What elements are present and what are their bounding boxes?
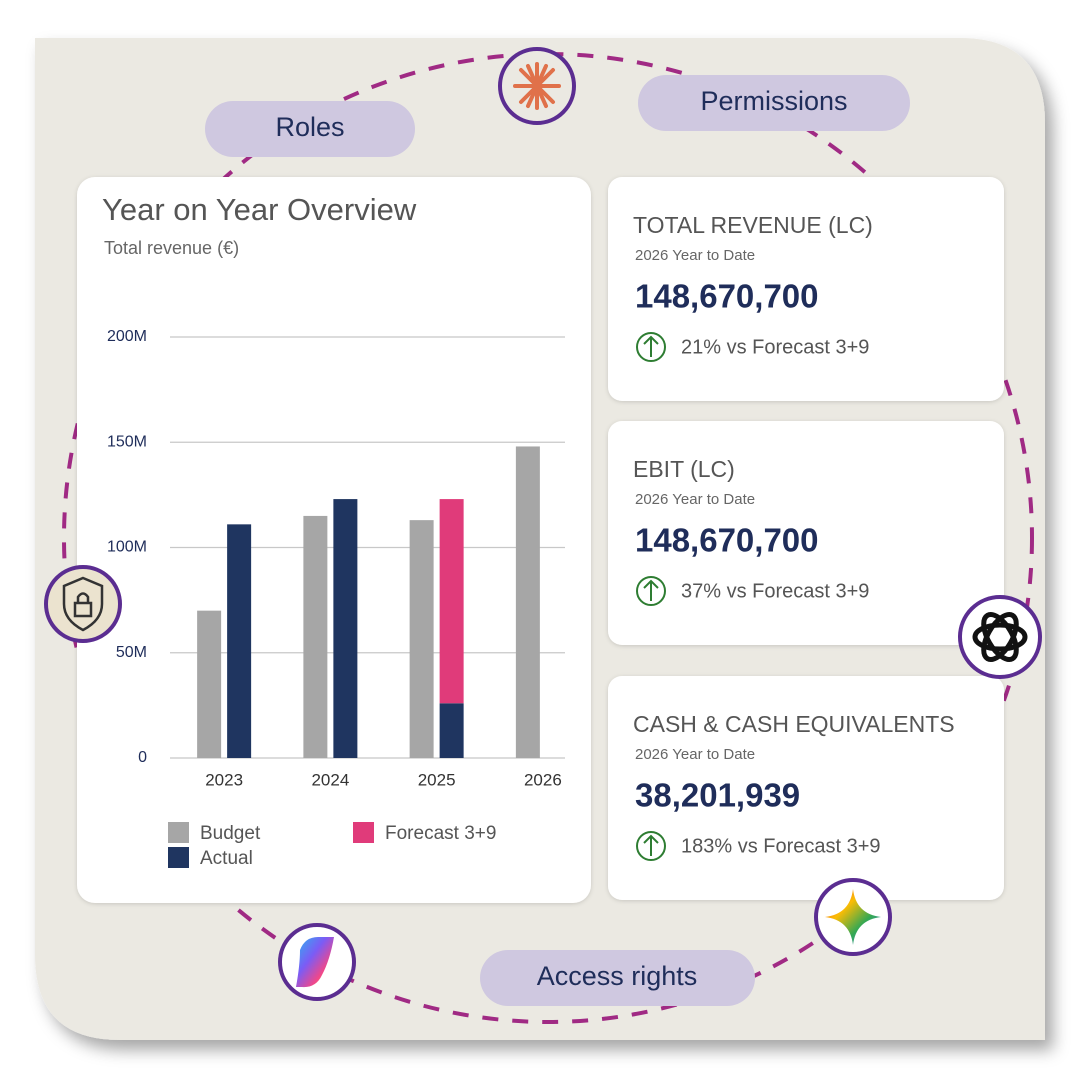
bar — [197, 610, 222, 758]
kpi-change: 37% vs Forecast 3+9 — [681, 580, 869, 602]
kpi-value: 148,670,700 — [635, 278, 819, 315]
x-tick-label: 2026 — [524, 770, 562, 789]
y-tick-label: 150M — [107, 433, 147, 450]
pill — [638, 75, 910, 131]
kpi-period: 2026 Year to Date — [635, 247, 755, 264]
legend-label: Actual — [200, 848, 253, 869]
legend-label: Budget — [200, 823, 261, 844]
x-tick-label: 2023 — [205, 770, 243, 789]
icon-openai — [958, 595, 1042, 679]
x-tick-label: 2024 — [311, 770, 349, 789]
x-tick-label: 2025 — [418, 770, 456, 789]
pill-label: Permissions — [700, 86, 847, 116]
trend-arrow — [643, 335, 659, 357]
kpi-period: 2026 Year to Date — [635, 491, 755, 508]
kpi-value: 148,670,700 — [635, 522, 819, 559]
pill-label: Roles — [275, 112, 344, 142]
kpi-change: 21% vs Forecast 3+9 — [681, 336, 869, 358]
trend-arrow — [643, 579, 659, 601]
kpi-title: CASH & CASH EQUIVALENTS — [633, 711, 955, 737]
trend-icon — [636, 831, 666, 861]
icon-copilot — [278, 923, 356, 1001]
chart-title: Year on Year Overview — [102, 192, 417, 227]
trend-icon — [636, 576, 666, 606]
legend-swatch — [353, 822, 374, 843]
bar — [227, 524, 252, 758]
kpi-list: TOTAL REVENUE (LC) 2026 Year to Date 148,6… — [608, 177, 1004, 900]
trend-arrow — [643, 834, 659, 856]
kpi-card — [608, 676, 1004, 900]
icon-shield — [44, 565, 122, 643]
bar — [333, 499, 358, 758]
pill — [480, 950, 755, 1006]
kpi-change: 183% vs Forecast 3+9 — [681, 835, 881, 857]
bar — [303, 515, 328, 758]
kpi-title: TOTAL REVENUE (LC) — [633, 212, 873, 238]
legend-swatch — [168, 847, 189, 868]
kpi-title: EBIT (LC) — [633, 456, 735, 482]
y-tick-label: 200M — [107, 328, 147, 345]
bar — [439, 703, 464, 758]
y-tick-label: 0 — [138, 749, 147, 766]
kpi-card — [608, 177, 1004, 401]
y-tick-label: 100M — [107, 539, 147, 556]
y-tick-label: 50M — [116, 644, 147, 661]
bar — [439, 499, 464, 704]
legend-swatch — [168, 822, 189, 843]
pill — [205, 101, 415, 157]
icon-spark — [498, 47, 576, 125]
trend-icon — [636, 332, 666, 362]
legend-label: Forecast 3+9 — [385, 823, 496, 844]
bar — [515, 446, 540, 758]
kpi-value: 38,201,939 — [635, 777, 800, 814]
chart-subtitle: Total revenue (€) — [104, 238, 239, 258]
chart: 0 50M 100M 150M 200M 2023 2024 2025 2026 Budget Ac… — [107, 328, 565, 869]
kpi-period: 2026 Year to Date — [635, 746, 755, 763]
bar — [409, 520, 434, 758]
icon-gemini — [814, 878, 892, 956]
pill-label: Access rights — [537, 961, 698, 991]
kpi-card — [608, 421, 1004, 645]
